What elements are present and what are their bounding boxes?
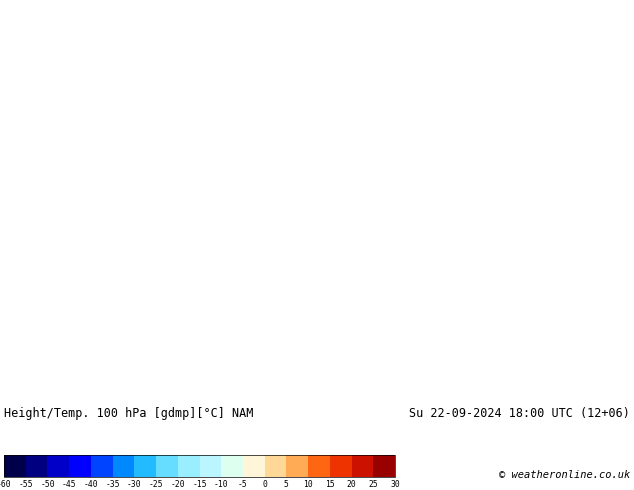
Bar xyxy=(113,455,134,477)
Bar xyxy=(91,455,113,477)
Text: -45: -45 xyxy=(62,480,77,489)
Bar xyxy=(26,455,48,477)
Bar xyxy=(4,455,395,477)
Bar xyxy=(243,455,264,477)
Bar xyxy=(221,455,243,477)
Bar xyxy=(264,455,287,477)
Text: 0: 0 xyxy=(262,480,267,489)
Text: -60: -60 xyxy=(0,480,11,489)
Text: 5: 5 xyxy=(284,480,289,489)
Bar xyxy=(4,455,26,477)
Text: -35: -35 xyxy=(105,480,120,489)
Text: -30: -30 xyxy=(127,480,141,489)
Bar xyxy=(308,455,330,477)
Text: -20: -20 xyxy=(171,480,185,489)
Bar xyxy=(352,455,373,477)
Bar xyxy=(330,455,352,477)
Text: -10: -10 xyxy=(214,480,228,489)
Text: cartopy required: cartopy required xyxy=(236,192,398,210)
Bar xyxy=(69,455,91,477)
Bar xyxy=(287,455,308,477)
Bar xyxy=(200,455,221,477)
Bar xyxy=(48,455,69,477)
Text: -5: -5 xyxy=(238,480,248,489)
Text: -40: -40 xyxy=(84,480,98,489)
Bar xyxy=(134,455,156,477)
Text: -25: -25 xyxy=(149,480,164,489)
Text: -55: -55 xyxy=(18,480,33,489)
Bar xyxy=(178,455,200,477)
Bar xyxy=(373,455,395,477)
Bar xyxy=(156,455,178,477)
Text: 15: 15 xyxy=(325,480,335,489)
Text: Height/Temp. 100 hPa [gdmp][°C] NAM: Height/Temp. 100 hPa [gdmp][°C] NAM xyxy=(4,407,254,419)
Text: -15: -15 xyxy=(192,480,207,489)
Text: 30: 30 xyxy=(390,480,400,489)
Text: 25: 25 xyxy=(368,480,378,489)
Text: 10: 10 xyxy=(303,480,313,489)
Text: 20: 20 xyxy=(347,480,356,489)
Text: -50: -50 xyxy=(40,480,55,489)
Text: Su 22-09-2024 18:00 UTC (12+06): Su 22-09-2024 18:00 UTC (12+06) xyxy=(409,407,630,419)
Text: © weatheronline.co.uk: © weatheronline.co.uk xyxy=(499,470,630,480)
